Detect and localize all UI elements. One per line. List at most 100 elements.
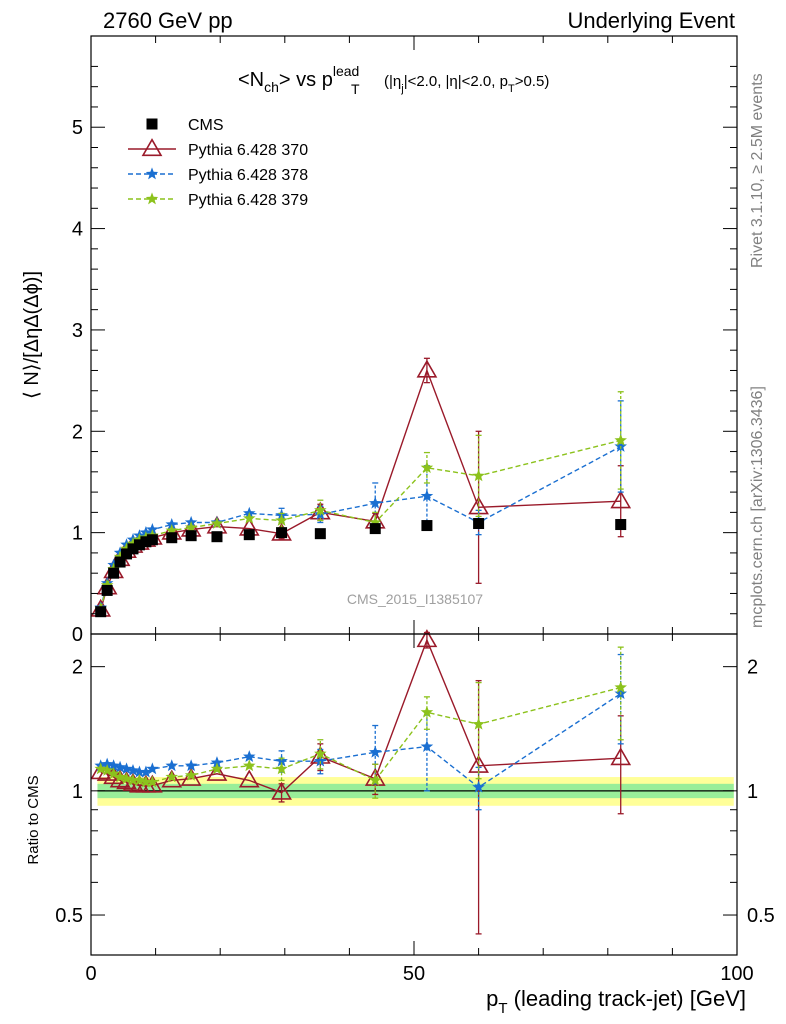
ratio-point	[472, 717, 485, 730]
main-point	[146, 534, 158, 546]
ratio-y-tick-label: 0.5	[55, 905, 83, 927]
title-main-sub: ch	[264, 79, 279, 95]
ratio-y-tick-label-right: 1	[747, 781, 758, 803]
ratio-point	[368, 745, 382, 758]
legend-marker	[145, 167, 159, 180]
ratio-point	[416, 629, 438, 648]
ratio-point	[139, 775, 153, 788]
main-point	[314, 528, 326, 540]
main-point	[95, 606, 107, 618]
legend-marker	[145, 192, 159, 205]
main-series-line	[100, 445, 622, 608]
main-point	[276, 527, 288, 539]
main-point	[184, 520, 198, 533]
main-point	[210, 516, 224, 529]
main-point	[146, 523, 159, 535]
axes: 0 50 100 0 1 2 3 4 5 0.5 0.5 1 1 2 2	[55, 35, 775, 985]
chart-title: <Nch> vs plead T (|ηj|<2.0, |η|<2.0, pT>0.…	[238, 63, 549, 97]
ratio-point	[364, 767, 386, 786]
main-series-1	[94, 400, 627, 613]
main-series-0	[90, 357, 632, 617]
ratio-series-line	[100, 638, 621, 794]
ratio-point	[165, 770, 179, 783]
main-point	[120, 542, 133, 555]
ratio-point	[113, 770, 127, 783]
title-cut-b-sub: T	[508, 83, 515, 95]
ratio-point	[206, 762, 228, 781]
ratio-point	[238, 769, 260, 788]
ratio-point	[314, 754, 327, 767]
main-point	[421, 520, 433, 532]
ratio-point	[107, 767, 120, 780]
legend: CMS Pythia 6.428 370 Pythia 6.428 378 Pythi…	[128, 117, 308, 209]
header-right: Underlying Event	[567, 8, 735, 33]
main-point	[127, 543, 139, 555]
ratio-point	[271, 781, 292, 800]
main-point	[472, 469, 485, 482]
ratio-point	[420, 740, 434, 752]
title-cut-a-sub: j	[400, 83, 403, 95]
ratio-point	[107, 759, 120, 772]
main-point	[140, 536, 152, 548]
ratio-panel	[90, 629, 632, 935]
xlabel-sub: T	[498, 1000, 507, 1017]
y-tick-label: 2	[72, 421, 83, 443]
ratio-point	[314, 747, 327, 760]
title-main-mid: > vs p	[279, 69, 333, 91]
main-point	[369, 523, 381, 535]
main-point	[368, 515, 382, 528]
main-point	[614, 439, 627, 452]
mcplots-label: mcplots.cern.ch [arXiv:1306.3436]	[749, 386, 766, 628]
y-tick-label: 5	[72, 117, 83, 139]
title-cut-c: >0.5)	[515, 73, 550, 90]
ratio-point	[420, 705, 434, 718]
ratio-point	[275, 754, 288, 767]
ratio-ylabel: Ratio to CMS	[25, 775, 42, 864]
title-main-sub2: T	[351, 81, 360, 97]
y-tick-label: 3	[72, 320, 83, 342]
main-point	[614, 433, 627, 446]
ratio-point	[184, 759, 198, 772]
ratio-series-2	[94, 646, 627, 799]
legend-label: Pythia 6.428 379	[188, 192, 308, 209]
ratio-point	[610, 747, 632, 766]
xlabel: pT (leading track-jet) [GeV]	[486, 986, 746, 1017]
main-point	[368, 496, 382, 509]
ratio-point	[210, 762, 224, 775]
ratio-point	[133, 765, 146, 778]
y-tick-label: 0	[72, 624, 83, 646]
ratio-point	[126, 763, 140, 776]
legend-label: Pythia 6.428 378	[188, 167, 308, 184]
ratio-reference-band	[97, 777, 734, 806]
ratio-point	[210, 756, 224, 769]
main-point	[165, 517, 179, 530]
header-left: 2760 GeV pp	[103, 8, 233, 33]
ratio-point	[100, 763, 114, 776]
legend-marker	[141, 138, 163, 157]
ratio-y-tick-label-right: 2	[747, 657, 758, 679]
main-ylabel: ⟨ N⟩/[ΔηΔ(Δϕ)]	[21, 271, 43, 399]
ratio-point	[126, 773, 140, 786]
main-point	[100, 578, 114, 591]
main-point	[113, 550, 127, 563]
ratio-point	[139, 765, 153, 778]
main-series-line	[100, 368, 621, 610]
main-point	[114, 556, 126, 568]
y-tick-label: 1	[72, 523, 83, 545]
ratio-point	[161, 769, 183, 788]
ratio-y-tick-label-right: 0.5	[747, 905, 775, 927]
title-main-sup: lead	[333, 63, 359, 79]
main-point	[101, 584, 113, 596]
legend-label: CMS	[188, 117, 224, 134]
ratio-point	[242, 759, 256, 772]
main-point	[133, 533, 146, 546]
main-point	[165, 524, 179, 536]
main-point	[185, 530, 197, 542]
ratio-point	[472, 780, 485, 793]
main-panel	[90, 357, 632, 618]
ratio-point	[242, 750, 256, 763]
main-point	[242, 511, 256, 524]
main-point	[126, 537, 140, 550]
main-series-3	[95, 518, 627, 618]
ratio-point	[368, 773, 382, 786]
